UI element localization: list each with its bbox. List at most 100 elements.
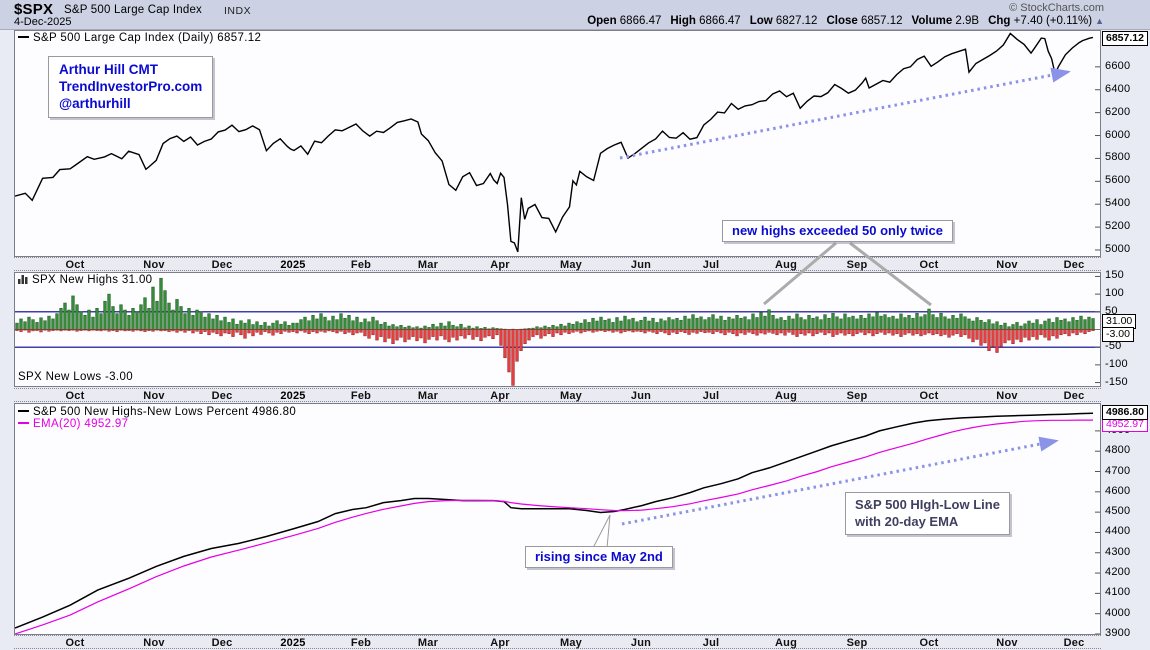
- ema-legend: EMA(20) 4952.97: [18, 418, 128, 430]
- x-axis-month-label: Jun: [630, 637, 652, 649]
- quote-close: Close 6857.12: [826, 15, 903, 27]
- x-axis-month-label: Oct: [65, 637, 85, 649]
- y-axis-tick-label: 150: [1105, 269, 1124, 282]
- y-axis-tick-label: 4800: [1105, 444, 1131, 457]
- ema-line-swatch: [18, 422, 29, 424]
- x-axis-month-label: May: [560, 259, 582, 271]
- y-axis-tick-label: 5800: [1105, 151, 1131, 164]
- author-site: TrendInvestorPro.com: [59, 79, 203, 94]
- x-axis-month-label: Mar: [417, 637, 439, 649]
- new-highs-lows-panel: [14, 272, 1101, 387]
- y-axis-tick-label: 6200: [1105, 105, 1131, 118]
- x-axis-month-label: Jul: [702, 637, 720, 649]
- y-axis-tick-label: 3900: [1105, 627, 1131, 639]
- x-axis-month-label: Dec: [211, 259, 233, 271]
- y-axis-tick-label: -150: [1105, 375, 1128, 388]
- x-axis-month-label: Aug: [775, 390, 797, 402]
- x-axis-month-label: Mar: [417, 390, 439, 402]
- new-highs-note-box: new highs exceeded 50 only twice: [722, 220, 953, 242]
- y-axis-tick-label: 4700: [1105, 464, 1131, 477]
- x-axis-month-label: Mar: [417, 259, 439, 271]
- y-axis-tick-label: 4600: [1105, 484, 1131, 497]
- y-axis-tick-label: 100: [1105, 287, 1124, 300]
- y-axis-tick-label: 5200: [1105, 220, 1131, 233]
- x-axis-month-label: Jul: [702, 390, 720, 402]
- x-axis-month-label: Jul: [702, 259, 720, 271]
- y-axis-tick-label: 4000: [1105, 606, 1131, 619]
- last-price-label: 6857.12: [1102, 31, 1148, 46]
- x-axis-month-label: Nov: [996, 637, 1018, 649]
- x-axis-month-label: Dec: [1063, 637, 1085, 649]
- y-axis-tick-label: 4500: [1105, 505, 1131, 518]
- header-bar: $SPX S&P 500 Large Cap Index INDX 4-Dec-…: [0, 0, 1150, 30]
- x-axis-month-label: Apr: [490, 390, 510, 402]
- x-axis-strip-bottom: Oct Nov Dec 2025 Feb Mar Apr May Jun Jul Aug Sep Oct…: [14, 635, 1101, 649]
- quote-high: High 6866.47: [670, 15, 741, 27]
- y-axis-tick-label: 4200: [1105, 566, 1131, 579]
- price-legend: S&P 500 Large Cap Index (Daily) 6857.12: [18, 32, 261, 44]
- x-axis-month-label: Jun: [630, 390, 652, 402]
- quote-volume: Volume 2.9B: [911, 15, 980, 27]
- change-up-icon: ▲: [1095, 16, 1104, 26]
- highlow-line-legend: S&P 500 New Highs-New Lows Percent 4986.…: [18, 406, 296, 418]
- new-highs-bars: [15, 277, 1095, 330]
- x-axis-month-label: Nov: [143, 637, 165, 649]
- y-axis-tick-label: 4400: [1105, 525, 1131, 538]
- x-axis-month-label: Feb: [350, 637, 372, 649]
- highlow-note-box: S&P 500 HIgh-Low Line with 20-day EMA: [845, 492, 1010, 535]
- y-axis-tick-label: 6600: [1105, 59, 1131, 72]
- index-title: S&P 500 Large Cap Index: [64, 4, 203, 16]
- x-axis-month-label: Aug: [775, 259, 797, 271]
- x-axis-month-label: Oct: [919, 637, 939, 649]
- quote-open: Open 6866.47: [587, 15, 662, 27]
- x-axis-month-label: Sep: [846, 637, 868, 649]
- x-axis-month-label: Dec: [211, 637, 233, 649]
- ticker-symbol: $SPX: [14, 1, 54, 18]
- y-axis-tick-label: 5400: [1105, 197, 1131, 210]
- exchange-label: INDX: [224, 5, 252, 17]
- x-axis-month-label: Oct: [919, 390, 939, 402]
- y-axis-tick-label: 50: [1105, 304, 1118, 317]
- price-line-swatch: [18, 36, 29, 38]
- x-axis-month-label: Dec: [211, 390, 233, 402]
- author-note-box: Arthur Hill CMT TrendInvestorPro.com @ar…: [48, 56, 214, 118]
- x-axis-month-label: May: [560, 390, 582, 402]
- x-axis-month-label: Nov: [996, 390, 1018, 402]
- x-axis-month-label: Jun: [630, 259, 652, 271]
- x-axis-strip-middle: Oct Nov Dec 2025 Feb Mar Apr May Jun Jul Aug Sep Oct…: [14, 388, 1101, 402]
- x-axis-strip-top: Oct Nov Dec 2025 Feb Mar Apr May Jun Jul Aug Sep Oct…: [14, 257, 1101, 271]
- x-axis-month-label: Oct: [65, 259, 85, 271]
- ema-value-label: 4952.97: [1102, 417, 1148, 432]
- x-axis-month-label: May: [560, 637, 582, 649]
- y-axis-tick-label: 4100: [1105, 586, 1131, 599]
- author-handle: @arthurhill: [59, 96, 131, 111]
- hl-line-swatch: [18, 410, 29, 412]
- y-axis-tick-label: -50: [1105, 340, 1122, 353]
- stockcharts-credit[interactable]: © StockCharts.com: [1009, 2, 1104, 14]
- quote-low: Low 6827.12: [749, 15, 818, 27]
- new-lows-bars: [15, 329, 1095, 386]
- highlow-line: [15, 412, 1094, 629]
- y-axis-tick-label: 5600: [1105, 174, 1131, 187]
- x-axis-month-label: Nov: [996, 259, 1018, 271]
- y-axis-tick-label: 6000: [1105, 128, 1131, 141]
- new-lows-legend: SPX New Lows -3.00: [18, 371, 133, 383]
- new-lows-value-label: -3.00: [1102, 327, 1134, 342]
- x-axis-month-label: Dec: [1063, 390, 1085, 402]
- new-highs-legend: SPX New Highs 31.00: [18, 274, 152, 286]
- chart-date: 4-Dec-2025: [14, 16, 72, 28]
- author-name: Arthur Hill CMT: [59, 62, 158, 77]
- x-axis-month-label: 2025: [280, 259, 306, 271]
- x-axis-month-label: Apr: [490, 259, 510, 271]
- hl-line-value-label: 4986.80: [1102, 405, 1148, 420]
- x-axis-month-label: Dec: [1063, 259, 1085, 271]
- x-axis-month-label: Nov: [143, 259, 165, 271]
- x-axis-month-label: Aug: [775, 637, 797, 649]
- x-axis-month-label: Nov: [143, 390, 165, 402]
- x-axis-month-label: Apr: [490, 637, 510, 649]
- quote-chg: Chg +7.40 (+0.11%): [988, 15, 1093, 27]
- x-axis-month-label: Feb: [350, 259, 372, 271]
- price-line: [15, 32, 1094, 253]
- x-axis-month-label: Oct: [919, 259, 939, 271]
